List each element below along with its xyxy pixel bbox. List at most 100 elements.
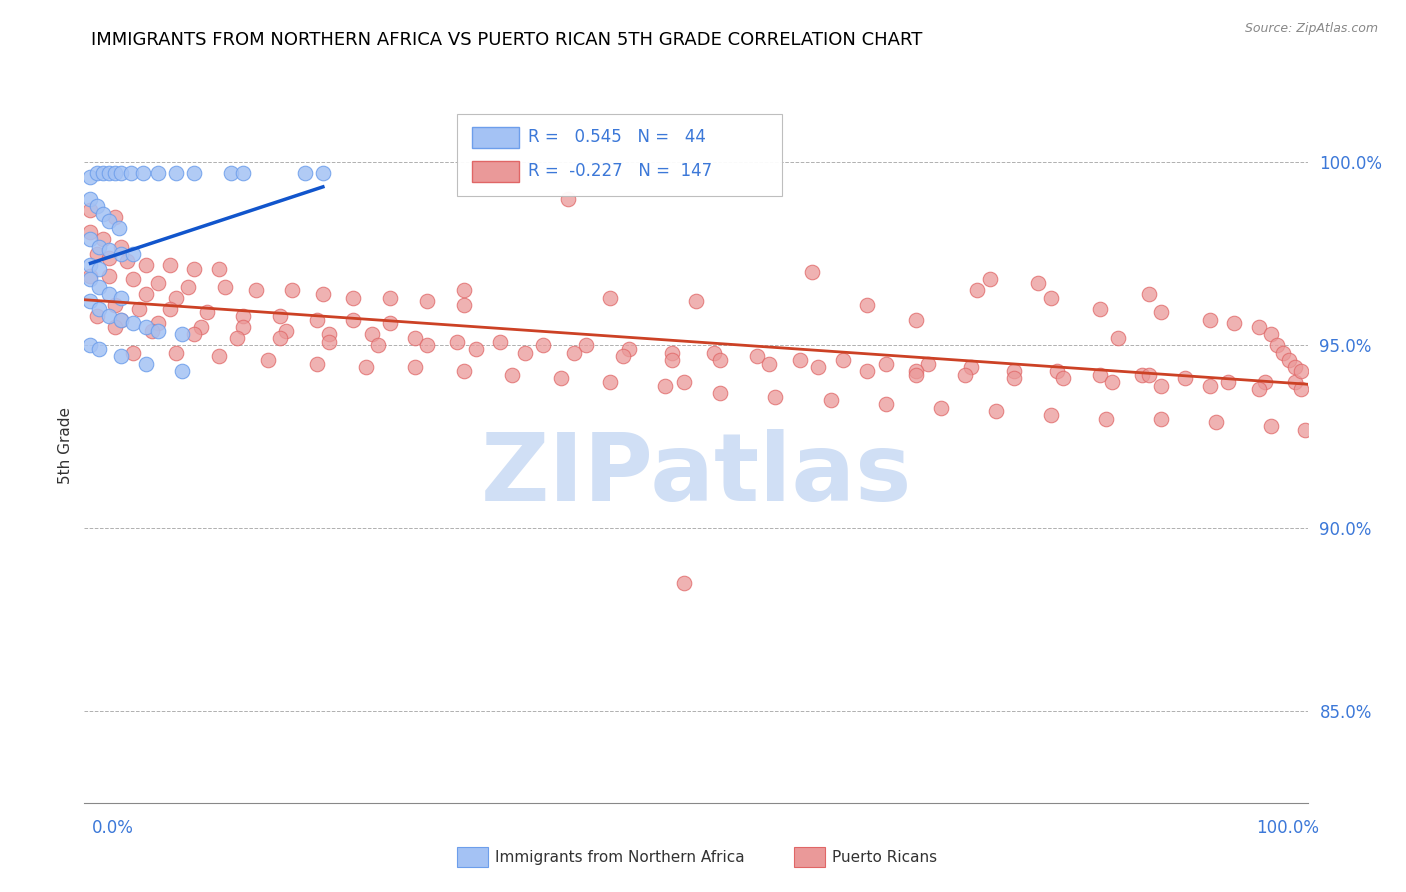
Point	[135, 258, 157, 272]
Point	[110, 247, 132, 261]
Point	[318, 334, 340, 349]
Point	[875, 357, 897, 371]
Point	[87, 301, 110, 316]
Point	[318, 327, 340, 342]
Point	[79, 268, 101, 283]
Point	[104, 320, 127, 334]
Point	[190, 320, 212, 334]
Point	[758, 357, 780, 371]
Point	[905, 368, 928, 382]
Point	[807, 360, 830, 375]
Point	[257, 353, 280, 368]
Point	[183, 261, 205, 276]
Point	[984, 404, 1007, 418]
Point	[97, 244, 120, 258]
Point	[159, 258, 181, 272]
Y-axis label: 5th Grade: 5th Grade	[58, 408, 73, 484]
Point	[183, 166, 205, 180]
Point	[141, 324, 163, 338]
Point	[165, 166, 187, 180]
Point	[146, 324, 169, 338]
Text: IMMIGRANTS FROM NORTHERN AFRICA VS PUERTO RICAN 5TH GRADE CORRELATION CHART: IMMIGRANTS FROM NORTHERN AFRICA VS PUERT…	[91, 31, 922, 49]
Point	[122, 247, 145, 261]
Point	[132, 166, 155, 180]
Point	[1101, 375, 1123, 389]
Point	[453, 284, 475, 298]
Point	[960, 360, 983, 375]
Point	[110, 166, 132, 180]
Point	[550, 371, 572, 385]
Point	[820, 393, 842, 408]
Point	[115, 254, 138, 268]
Point	[1205, 415, 1227, 429]
Point	[305, 312, 328, 326]
Point	[232, 309, 254, 323]
Point	[269, 309, 291, 323]
Point	[245, 284, 267, 298]
Point	[86, 199, 108, 213]
Point	[159, 301, 181, 316]
Point	[305, 357, 328, 371]
Point	[79, 294, 101, 309]
Point	[86, 309, 108, 323]
Point	[276, 324, 298, 338]
Point	[709, 386, 731, 401]
Point	[86, 247, 108, 261]
Text: Puerto Ricans: Puerto Ricans	[832, 850, 938, 864]
Point	[1107, 331, 1129, 345]
Point	[1284, 375, 1306, 389]
Point	[856, 364, 879, 378]
Point	[654, 378, 676, 392]
Point	[856, 298, 879, 312]
Point	[146, 276, 169, 290]
Point	[464, 342, 486, 356]
Point	[91, 232, 114, 246]
Point	[513, 345, 536, 359]
Point	[1052, 371, 1074, 385]
Point	[1088, 301, 1111, 316]
Point	[110, 312, 132, 326]
Point	[86, 166, 108, 180]
Point	[110, 291, 132, 305]
Text: Source: ZipAtlas.com: Source: ZipAtlas.com	[1244, 22, 1378, 36]
Point	[831, 353, 853, 368]
Point	[172, 327, 194, 342]
FancyBboxPatch shape	[472, 161, 519, 182]
Point	[453, 364, 475, 378]
Point	[789, 353, 811, 368]
Point	[966, 284, 988, 298]
Point	[575, 338, 598, 352]
Point	[281, 284, 304, 298]
Point	[1174, 371, 1197, 385]
Point	[1260, 327, 1282, 342]
Point	[79, 225, 101, 239]
Point	[104, 298, 127, 312]
Point	[905, 312, 928, 326]
Point	[1039, 408, 1062, 422]
Point	[1284, 360, 1306, 375]
FancyBboxPatch shape	[457, 114, 782, 196]
Point	[87, 261, 110, 276]
Point	[110, 239, 132, 253]
Point	[97, 166, 120, 180]
Point	[367, 338, 389, 352]
Point	[294, 166, 316, 180]
Point	[416, 338, 439, 352]
Point	[146, 317, 169, 331]
Point	[135, 320, 157, 334]
Point	[1254, 375, 1277, 389]
Point	[599, 291, 621, 305]
Point	[79, 169, 101, 184]
Point	[1028, 276, 1050, 290]
Point	[79, 338, 101, 352]
Point	[979, 272, 1001, 286]
Point	[342, 291, 364, 305]
Point	[929, 401, 952, 415]
Point	[672, 375, 695, 389]
Point	[747, 349, 769, 363]
Point	[79, 272, 101, 286]
Text: 100.0%: 100.0%	[1256, 819, 1319, 837]
Point	[360, 327, 382, 342]
Point	[661, 345, 683, 359]
Point	[87, 342, 110, 356]
